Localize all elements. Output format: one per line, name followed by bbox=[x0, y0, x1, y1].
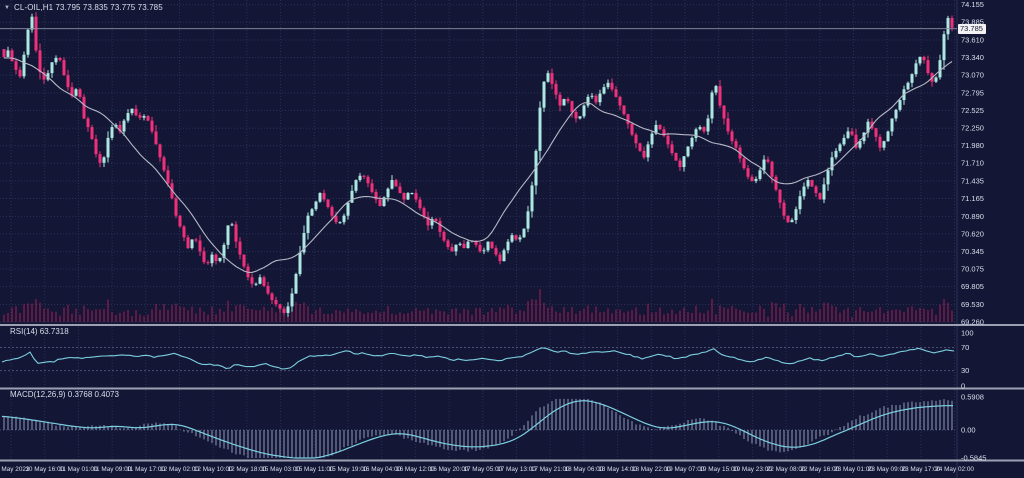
svg-text:17 May 21:00: 17 May 21:00 bbox=[531, 466, 570, 473]
svg-text:69.530: 69.530 bbox=[961, 300, 984, 309]
rsi-axis[interactable]: 100 70 30 0 bbox=[961, 329, 974, 391]
macd-histogram bbox=[3, 398, 953, 458]
collapse-arrow-icon[interactable]: ▼ bbox=[4, 4, 11, 11]
svg-text:69.805: 69.805 bbox=[961, 282, 984, 291]
svg-text:12 May 10:00: 12 May 10:00 bbox=[194, 466, 233, 473]
svg-text:17 May 05:00: 17 May 05:00 bbox=[463, 466, 502, 473]
svg-text:18 May 22:00: 18 May 22:00 bbox=[632, 466, 671, 473]
svg-text:71.435: 71.435 bbox=[961, 177, 984, 186]
svg-text:70.890: 70.890 bbox=[961, 212, 984, 221]
svg-text:24 May 02:00: 24 May 02:00 bbox=[935, 466, 974, 473]
moving-average-line bbox=[4, 57, 953, 273]
svg-text:16 May 12:00: 16 May 12:00 bbox=[396, 466, 435, 473]
svg-text:15 May 03:00: 15 May 03:00 bbox=[261, 466, 300, 473]
volume-histogram bbox=[3, 289, 953, 322]
macd-signal-line bbox=[1, 400, 953, 459]
svg-text:72.795: 72.795 bbox=[961, 88, 984, 97]
svg-text:12 May 02:00: 12 May 02:00 bbox=[160, 466, 199, 473]
svg-text:30: 30 bbox=[961, 366, 969, 375]
svg-text:-0.5845: -0.5845 bbox=[961, 454, 986, 463]
svg-text:71.980: 71.980 bbox=[961, 141, 984, 150]
svg-text:17 May 13:00: 17 May 13:00 bbox=[497, 466, 536, 473]
svg-text:73.885: 73.885 bbox=[961, 18, 984, 27]
svg-text:16 May 04:00: 16 May 04:00 bbox=[362, 466, 401, 473]
macd-axis[interactable]: 0.5908 0.00 -0.5845 bbox=[961, 393, 986, 463]
svg-text:23 May 17:00: 23 May 17:00 bbox=[902, 466, 941, 473]
svg-text:73.340: 73.340 bbox=[961, 53, 984, 62]
svg-text:71.710: 71.710 bbox=[961, 159, 984, 168]
svg-text:23 May 01:00: 23 May 01:00 bbox=[834, 466, 873, 473]
svg-text:19 May 15:00: 19 May 15:00 bbox=[699, 466, 738, 473]
grid-lines bbox=[0, 0, 958, 478]
macd-indicator-label: MACD(12,26,9) 0.3768 0.4073 bbox=[10, 390, 119, 399]
svg-text:73.070: 73.070 bbox=[961, 71, 984, 80]
rsi-indicator-label: RSI(14) 63.7318 bbox=[10, 327, 69, 336]
svg-text:19 May 23:00: 19 May 23:00 bbox=[733, 466, 772, 473]
svg-text:69.260: 69.260 bbox=[961, 318, 984, 327]
svg-text:72.525: 72.525 bbox=[961, 106, 984, 115]
price-axis[interactable]: 74.155 73.885 73.610 73.340 73.070 72.795 72.5… bbox=[961, 0, 984, 326]
svg-text:18 May 14:00: 18 May 14:00 bbox=[598, 466, 637, 473]
svg-text:0.00: 0.00 bbox=[961, 426, 976, 435]
svg-text:15 May 11:00: 15 May 11:00 bbox=[295, 466, 334, 473]
svg-text:10 May 2023: 10 May 2023 bbox=[0, 466, 30, 473]
svg-text:11 May 17:00: 11 May 17:00 bbox=[127, 466, 166, 473]
rsi-line bbox=[1, 347, 955, 370]
svg-text:11 May 01:00: 11 May 01:00 bbox=[59, 466, 98, 473]
svg-text:70.620: 70.620 bbox=[961, 229, 984, 238]
svg-text:15 May 19:00: 15 May 19:00 bbox=[329, 466, 368, 473]
svg-text:0: 0 bbox=[961, 382, 965, 391]
svg-text:10 May 16:00: 10 May 16:00 bbox=[25, 466, 64, 473]
svg-text:100: 100 bbox=[961, 329, 974, 338]
svg-text:23 May 09:00: 23 May 09:00 bbox=[868, 466, 907, 473]
svg-text:12 May 18:00: 12 May 18:00 bbox=[228, 466, 267, 473]
svg-text:19 May 07:00: 19 May 07:00 bbox=[666, 466, 705, 473]
svg-text:72.250: 72.250 bbox=[961, 124, 984, 133]
svg-text:70.075: 70.075 bbox=[961, 265, 984, 274]
symbol-ohlc-label: CL-OIL,H1 73.795 73.835 73.775 73.785 bbox=[14, 3, 163, 12]
svg-text:16 May 20:00: 16 May 20:00 bbox=[430, 466, 469, 473]
svg-text:11 May 09:00: 11 May 09:00 bbox=[93, 466, 132, 473]
svg-text:18 May 06:00: 18 May 06:00 bbox=[565, 466, 604, 473]
current-price-tag: 73.785 bbox=[958, 23, 986, 34]
svg-text:70: 70 bbox=[961, 343, 969, 352]
panel-separators bbox=[0, 324, 1024, 462]
svg-text:0.5908: 0.5908 bbox=[961, 393, 984, 402]
svg-text:73.610: 73.610 bbox=[961, 36, 984, 45]
svg-text:74.155: 74.155 bbox=[961, 0, 984, 9]
svg-text:71.165: 71.165 bbox=[961, 194, 984, 203]
svg-text:22 May 16:00: 22 May 16:00 bbox=[800, 466, 839, 473]
svg-text:22 May 08:00: 22 May 08:00 bbox=[767, 466, 806, 473]
symbol-title-bar: ▼ CL-OIL,H1 73.795 73.835 73.775 73.785 bbox=[4, 3, 163, 12]
svg-text:70.345: 70.345 bbox=[961, 247, 984, 256]
